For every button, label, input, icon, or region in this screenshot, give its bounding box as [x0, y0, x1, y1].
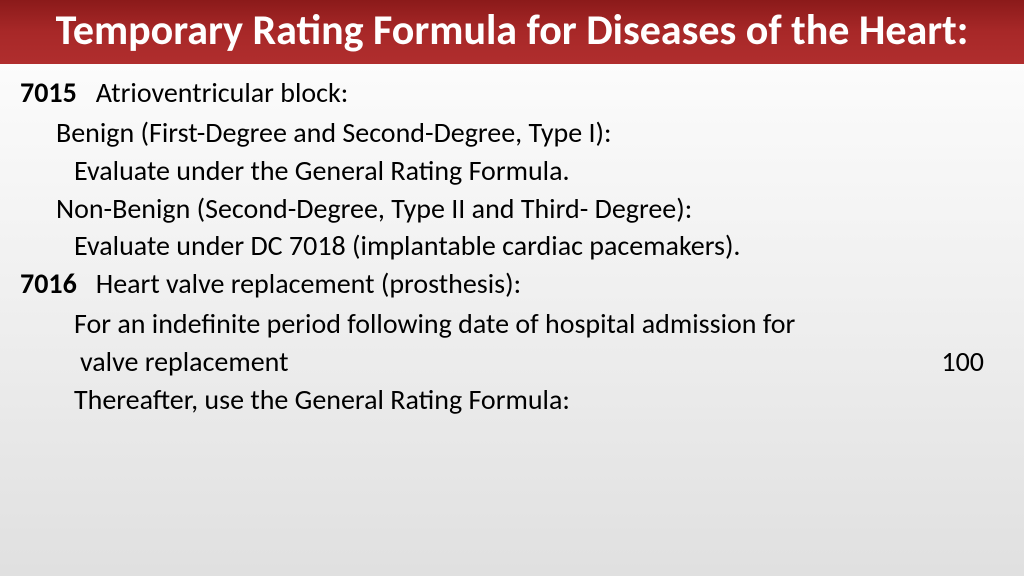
slide-header: Temporary Rating Formula for Diseases of… — [0, 0, 1024, 64]
entry-7015: 7015 Atrioventricular block: — [20, 74, 1004, 112]
valve-line1a: For an indefinite period following date … — [20, 305, 1004, 343]
valve-line1b-row: valve replacement 100 — [20, 343, 1004, 381]
valve-line2: Thereafter, use the General Rating Formu… — [20, 381, 1004, 419]
entry-code: 7015 — [20, 75, 77, 110]
entry-label: Atrioventricular block: — [96, 75, 348, 110]
nonbenign-eval: Evaluate under DC 7018 (implantable card… — [20, 227, 1004, 265]
valve-line1b: valve replacement — [80, 343, 901, 381]
benign-eval: Evaluate under the General Rating Formul… — [20, 152, 1004, 190]
entry-label: Heart valve replacement (prosthesis): — [96, 266, 521, 301]
benign-label: Benign (First-Degree and Second-Degree, … — [20, 114, 1004, 152]
nonbenign-label: Non-Benign (Second-Degree, Type II and T… — [20, 190, 1004, 228]
slide-title: Temporary Rating Formula for Diseases of… — [56, 5, 969, 56]
entry-code: 7016 — [20, 266, 77, 301]
valve-rating-value: 100 — [901, 343, 1004, 381]
entry-7016: 7016 Heart valve replacement (prosthesis… — [20, 265, 1004, 303]
slide-content: 7015 Atrioventricular block: Benign (Fir… — [0, 64, 1024, 438]
